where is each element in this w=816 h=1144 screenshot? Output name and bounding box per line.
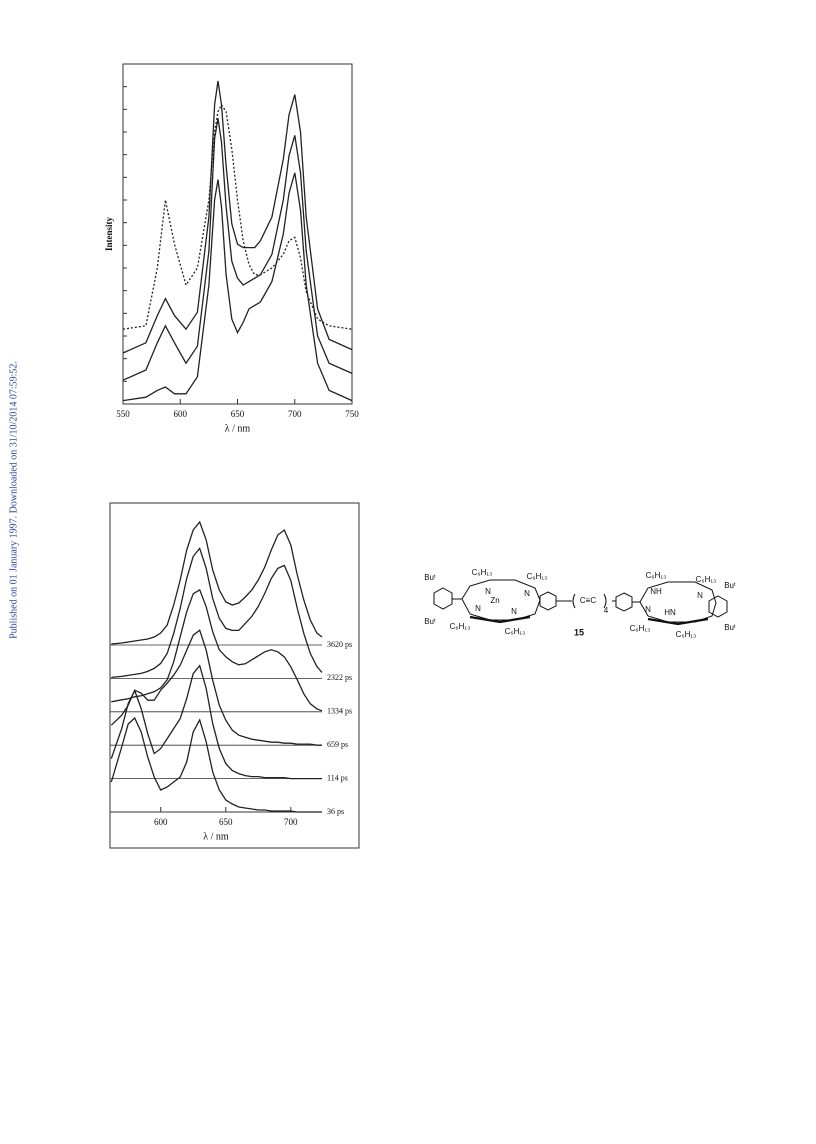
phenyl-ring [433,587,453,610]
spectrum-line [122,80,353,354]
atom-label: C₆H₁₃ [646,571,667,580]
plot-frame [122,63,353,405]
compound-number: 15 [574,627,584,637]
x-axis-label: λ / nm [203,831,229,842]
spectrum-line [111,520,323,645]
spectrum-line [110,664,322,780]
plot-frame [109,502,360,849]
x-tick-label: 750 [345,409,359,419]
atom-label: HN [664,608,676,617]
atom-label: Buᵗ [424,617,436,626]
x-tick-label: 700 [284,817,298,827]
atom-label: N [485,587,491,596]
atom-label: N [475,604,481,613]
series-label: 114 ps [327,773,348,782]
spectrum-line [111,588,323,712]
atom-label: NH [650,587,662,596]
atom-label: Zn [490,596,499,605]
spectrum-line [122,118,353,381]
spectrum-line [122,103,353,330]
side-note: Published on 01 January 1997. Downloaded… [8,361,19,639]
y-axis-label: Intensity [104,217,114,252]
atom-label: Buᵗ [724,581,736,590]
series-label: 36 ps [327,807,344,816]
bracket [572,593,607,609]
x-tick-label: 550 [116,409,130,419]
series-label: 659 ps [327,740,348,749]
spectrum-line [111,547,323,679]
bold-bond [647,617,709,626]
atom-label: C₆H₁₃ [676,630,697,639]
atom-label: Buᵗ [724,623,736,632]
phenyl-ring [539,591,557,611]
x-axis-label: λ / nm [225,423,251,434]
atom-label: C₆H₁₃ [696,575,717,584]
series-label: 1334 ps [327,707,352,716]
phenyl-ring [615,592,633,612]
atom-label: C₆H₁₃ [505,627,526,636]
atom-label: N [524,589,530,598]
atom-label: 4 [604,606,609,615]
atom-label: C₆H₁₃ [450,622,471,631]
bold-bond [469,615,531,624]
atom-label: N [697,591,703,600]
series-label: 3620 ps [327,640,352,649]
series-label: 2322 ps [327,673,352,682]
spectrum-line [110,629,322,746]
x-tick-label: 700 [288,409,302,419]
atom-label: C₆H₁₃ [630,624,651,633]
spectrum-line [122,172,353,402]
x-tick-label: 650 [219,817,233,827]
atom-label: C₆H₁₃ [472,568,493,577]
atom-label: N [645,605,651,614]
atom-label: C≡C [580,596,596,605]
x-tick-label: 650 [231,409,245,419]
spectrum-line [110,716,322,813]
x-tick-label: 600 [154,817,168,827]
x-tick-label: 600 [174,409,188,419]
atom-label: C₆H₁₃ [527,572,548,581]
phenyl-ring [708,595,728,618]
atom-label: Buᵗ [424,573,436,582]
atom-label: N [511,607,517,616]
